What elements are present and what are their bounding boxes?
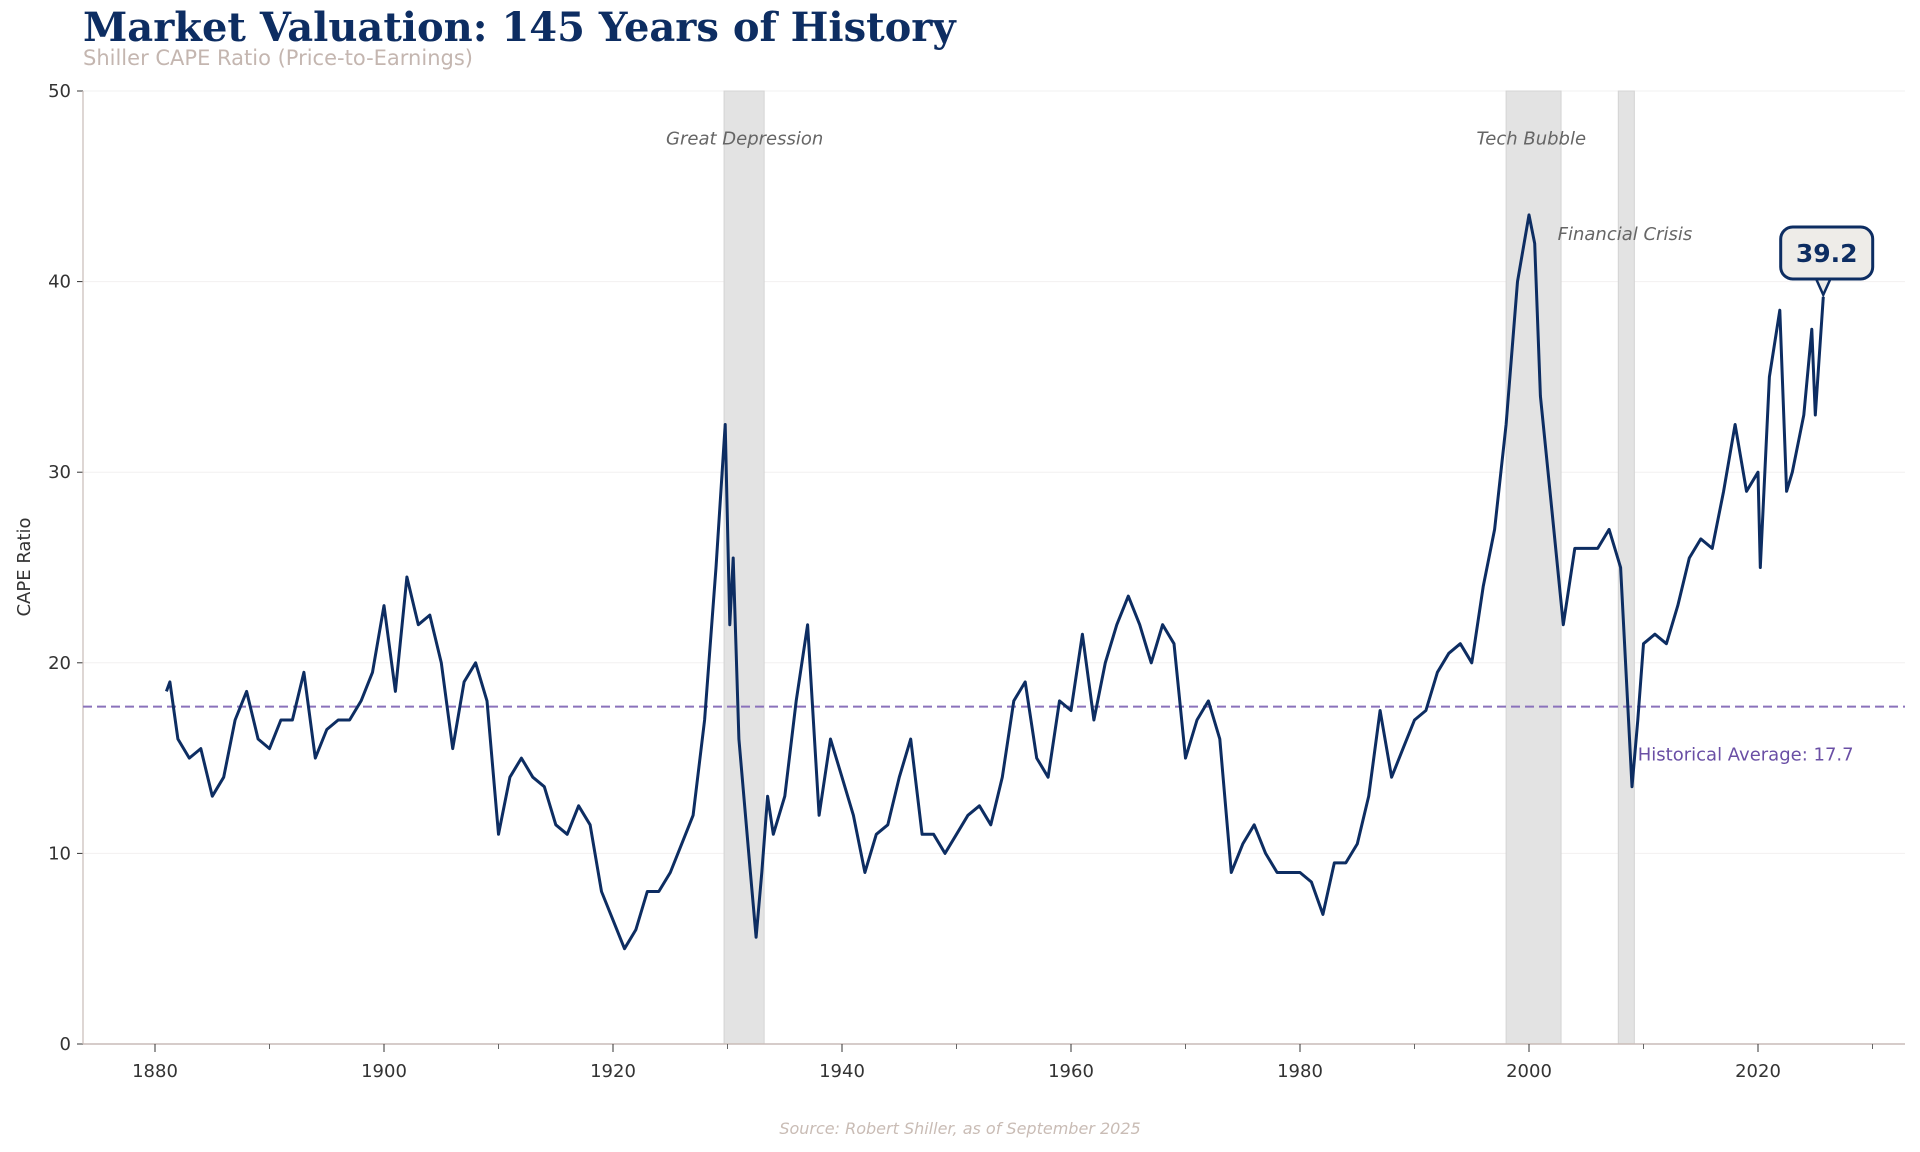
shaded-period	[723, 90, 765, 1045]
event-label-great-depression: Great Depression	[666, 129, 823, 150]
x-tick-label: 1940	[819, 1061, 865, 1082]
average-line-group: Historical Average: 17.7	[83, 705, 1905, 765]
x-tick-label: 1980	[1277, 1061, 1323, 1082]
grid-lines	[83, 90, 1905, 854]
x-tick-label: 1960	[1048, 1061, 1094, 1082]
y-tick-label: 0	[60, 1034, 71, 1055]
axes: 0 10 20 30 40 50 1880 1900 1920 1940 1960 1980 2000 2…	[48, 81, 1905, 1082]
x-tick-label: 2020	[1735, 1061, 1781, 1082]
x-tick-label: 1900	[361, 1061, 407, 1082]
source-note: Source: Robert Shiller, as of September …	[779, 1119, 1141, 1138]
y-tick-label: 20	[48, 653, 71, 674]
historical-average-label: Historical Average: 17.7	[1638, 744, 1854, 765]
chart-subtitle: Shiller CAPE Ratio (Price-to-Earnings)	[83, 46, 473, 70]
y-tick-label: 10	[48, 843, 71, 864]
x-tick-label: 1880	[132, 1061, 178, 1082]
x-tick-label: 2000	[1506, 1061, 1552, 1082]
event-label-tech-bubble: Tech Bubble	[1477, 129, 1587, 150]
chart-title: Market Valuation: 145 Years of History	[83, 4, 956, 51]
x-tick-label: 1920	[590, 1061, 636, 1082]
y-axis-label: CAPE Ratio	[14, 517, 35, 616]
callout-value: 39.2	[1796, 239, 1858, 268]
callout-box	[1779, 225, 1875, 281]
series-group	[164, 213, 1825, 951]
event-label-financial-crisis: Financial Crisis	[1558, 224, 1693, 245]
y-tick-label: 30	[48, 462, 71, 483]
shaded-periods	[723, 90, 1635, 1045]
annotations: Great Depression Tech Bubble Financial Cri…	[666, 129, 1875, 298]
cape-series-line	[164, 213, 1825, 951]
y-tick-label: 40	[48, 272, 71, 293]
y-tick-label: 50	[48, 81, 71, 102]
